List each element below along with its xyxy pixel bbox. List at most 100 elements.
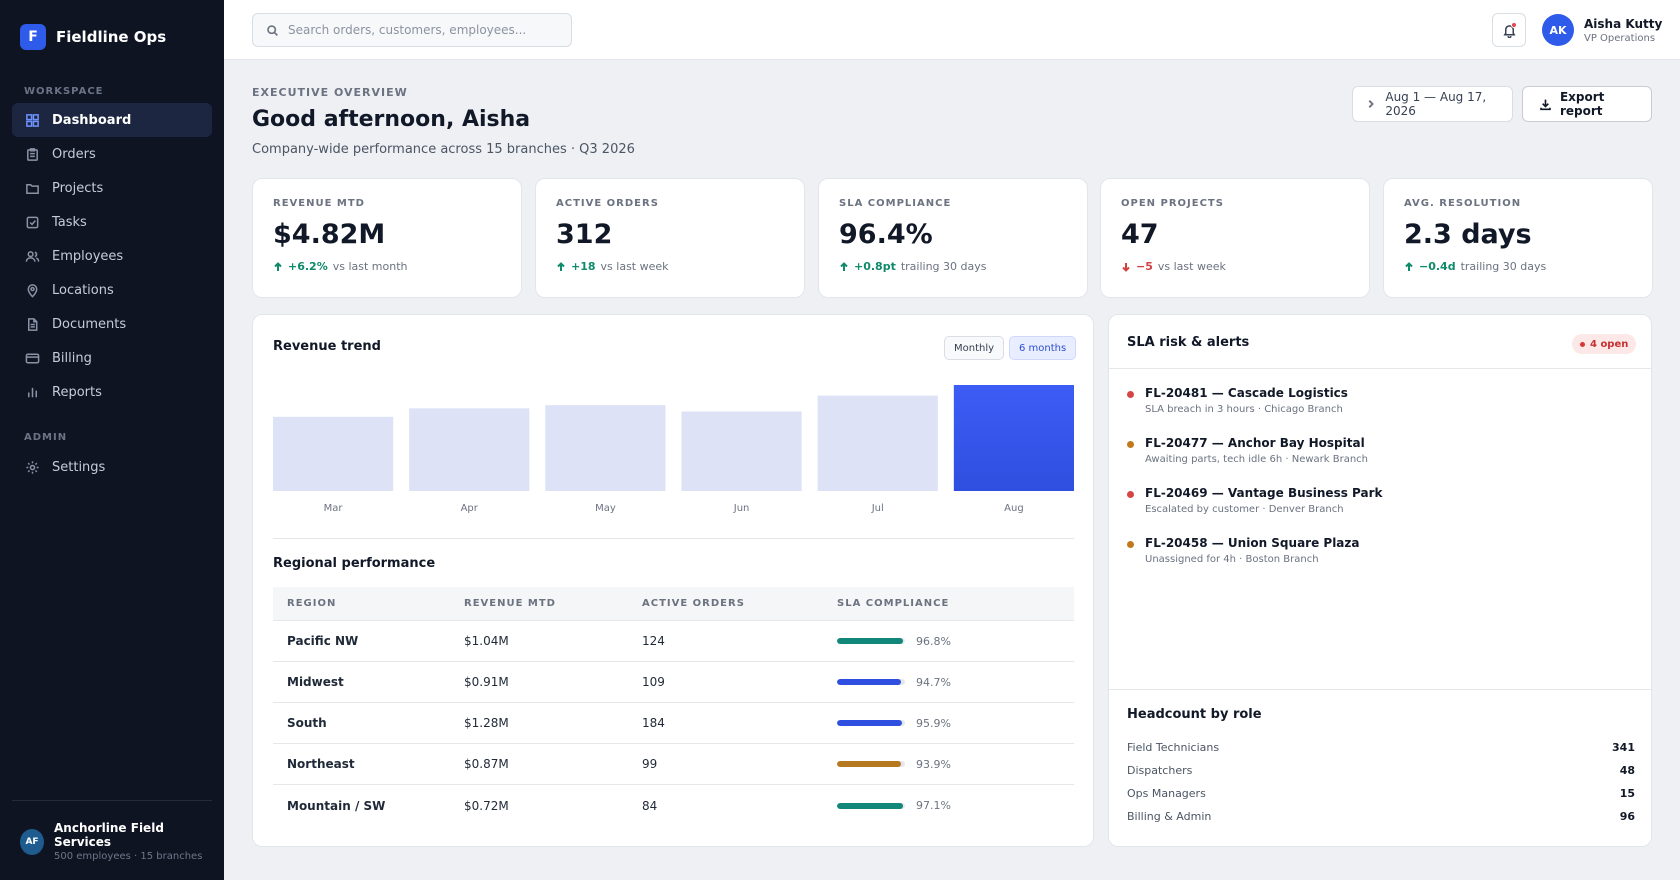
document-icon — [28, 317, 38, 331]
headcount-count: 96 — [1619, 810, 1635, 823]
alert-detail: Escalated by customer · Denver Branch — [1145, 504, 1344, 515]
alert-item[interactable]: FL-20458 — Union Square Plaza Unassigned … — [1127, 536, 1360, 565]
sla-cell: 95.9% — [837, 717, 1074, 730]
table-header: REGION REVENUE MTD ACTIVE ORDERS SLA COM… — [273, 587, 1074, 621]
bar-may[interactable] — [545, 405, 666, 491]
export-label: Export report — [1559, 90, 1605, 118]
bar-mar[interactable] — [273, 416, 394, 491]
arrow-up-icon — [840, 261, 848, 271]
sidebar-item-employees[interactable]: Employees — [12, 239, 212, 273]
revenue-cell: $1.28M — [464, 716, 509, 730]
revenue-panel: Revenue trend Monthly 6 months Mar Apr May… — [252, 314, 1094, 847]
notifications-button[interactable] — [1492, 13, 1526, 47]
alert-item[interactable]: FL-20477 — Anchor Bay Hospital Awaiting p… — [1127, 436, 1368, 465]
sidebar-item-dashboard[interactable]: Dashboard — [12, 103, 212, 137]
user-name: Aisha Kutty — [1584, 16, 1663, 31]
alert-item[interactable]: FL-20481 — Cascade Logistics SLA breach i… — [1127, 386, 1348, 415]
table-row[interactable]: Midwest $0.91M 109 94.7% — [273, 662, 1074, 703]
column-header-sla[interactable]: SLA COMPLIANCE — [837, 598, 950, 609]
search-box[interactable] — [252, 13, 572, 47]
sidebar-item-tasks[interactable]: Tasks — [12, 205, 212, 239]
badge-dot — [1580, 341, 1585, 347]
column-header-region[interactable]: REGION — [287, 598, 337, 609]
kpi-delta-value: −5 — [1136, 260, 1153, 273]
org-switcher[interactable]: AF Anchorline Field Services 500 employe… — [12, 800, 212, 862]
table-row[interactable]: Northeast $0.87M 99 93.9% — [273, 744, 1074, 785]
revenue-bar-chart: Mar Apr May Jun Jul Aug — [273, 385, 1074, 514]
kpi-delta-value: +6.2% — [288, 260, 328, 273]
kpi-value: 2.3 days — [1404, 219, 1532, 250]
bar-jun[interactable] — [681, 411, 802, 492]
sidebar-item-locations[interactable]: Locations — [12, 273, 212, 307]
column-header-orders[interactable]: ACTIVE ORDERS — [642, 598, 745, 609]
table-row[interactable]: Mountain / SW $0.72M 84 97.1% — [273, 785, 1074, 826]
org-avatar: AF — [20, 828, 45, 855]
toggle-6-months[interactable]: 6 months — [1009, 336, 1077, 360]
page-title: Good afternoon, Aisha — [252, 107, 531, 132]
sla-progress-fill — [837, 802, 904, 809]
avatar: AK — [1542, 14, 1574, 46]
search-icon — [267, 24, 278, 36]
sidebar-item-projects[interactable]: Projects — [12, 171, 212, 205]
folder-icon — [26, 183, 39, 194]
column-header-revenue[interactable]: REVENUE MTD — [464, 598, 556, 609]
sidebar-item-billing[interactable]: Billing — [12, 341, 212, 375]
org-name: Anchorline Field Services — [54, 821, 164, 849]
kpi-card-avg-resolution: AVG. RESOLUTION 2.3 days −0.4d trailing … — [1383, 178, 1653, 298]
brand[interactable]: F Fieldline Ops — [20, 24, 166, 50]
kpi-card-active-orders: ACTIVE ORDERS 312 +18 vs last week — [535, 178, 805, 298]
date-range-label: Aug 1 — Aug 17, 2026 — [1385, 90, 1487, 118]
kpi-delta-context: trailing 30 days — [900, 260, 987, 273]
sidebar-item-orders[interactable]: Orders — [12, 137, 212, 171]
x-tick-label: Aug — [1004, 503, 1024, 514]
bar-aug[interactable] — [953, 385, 1074, 491]
x-tick-label: Jun — [733, 503, 750, 514]
kpi-card-open-projects: OPEN PROJECTS 47 −5 vs last week — [1100, 178, 1370, 298]
sla-progress-fill — [837, 679, 902, 685]
sidebar-item-documents[interactable]: Documents — [12, 307, 212, 341]
table-row[interactable]: South $1.28M 184 95.9% — [273, 703, 1074, 744]
arrow-up-icon — [557, 261, 565, 271]
sidebar-item-settings[interactable]: Settings — [12, 450, 212, 484]
kpi-delta-value: −0.4d — [1419, 260, 1456, 273]
sidebar-item-label: Reports — [52, 384, 102, 400]
kpi-delta-context: trailing 30 days — [1460, 260, 1547, 273]
alert-detail: Awaiting parts, tech idle 6h · Newark Br… — [1145, 454, 1369, 465]
checkbox-icon — [26, 216, 39, 228]
kpi-delta: +6.2% vs last month — [273, 260, 501, 273]
sla-progress-fill — [837, 720, 903, 726]
bar-jul[interactable] — [817, 395, 938, 491]
user-menu[interactable]: AK Aisha Kutty VP Operations — [1542, 14, 1662, 46]
org-meta: 500 employees · 15 branches — [54, 851, 203, 862]
table-body: Pacific NW $1.04M 124 96.8% Midwest $0.91M 109… — [273, 621, 1074, 826]
map-pin-icon — [27, 283, 38, 298]
sidebar-item-label: Settings — [52, 459, 106, 475]
bar-chart-icon — [28, 387, 37, 397]
chevron-right-icon — [1368, 100, 1374, 108]
region-cell: Midwest — [287, 675, 344, 689]
alert-item[interactable]: FL-20469 — Vantage Business Park Escalate… — [1127, 486, 1383, 515]
page-eyebrow: EXECUTIVE OVERVIEW — [252, 86, 408, 99]
toggle-monthly[interactable]: Monthly — [944, 336, 1005, 360]
export-report-button[interactable]: Export report — [1522, 86, 1652, 122]
headcount-role: Dispatchers — [1127, 764, 1193, 777]
sidebar-item-label: Orders — [52, 146, 96, 162]
kpi-delta: −5 vs last week — [1121, 260, 1349, 273]
sidebar-item-reports[interactable]: Reports — [12, 375, 212, 409]
kpi-delta-context: vs last month — [332, 260, 408, 273]
x-tick-label: Jul — [871, 503, 884, 514]
sla-percent: 97.1% — [916, 799, 951, 812]
sla-percent: 93.9% — [916, 757, 951, 771]
alert-detail: Unassigned for 4h · Boston Branch — [1145, 554, 1319, 565]
revenue-cell: $0.87M — [464, 757, 509, 771]
search-input[interactable] — [288, 23, 568, 37]
arrow-up-icon — [274, 261, 282, 271]
credit-card-icon — [25, 353, 40, 363]
region-cell: Mountain / SW — [287, 798, 386, 813]
date-range-button[interactable]: Aug 1 — Aug 17, 2026 — [1352, 86, 1513, 122]
table-row[interactable]: Pacific NW $1.04M 124 96.8% — [273, 621, 1074, 662]
bar-apr[interactable] — [409, 408, 530, 491]
gear-icon — [26, 460, 39, 474]
orders-cell: 124 — [642, 634, 665, 648]
orders-cell: 184 — [642, 716, 665, 730]
